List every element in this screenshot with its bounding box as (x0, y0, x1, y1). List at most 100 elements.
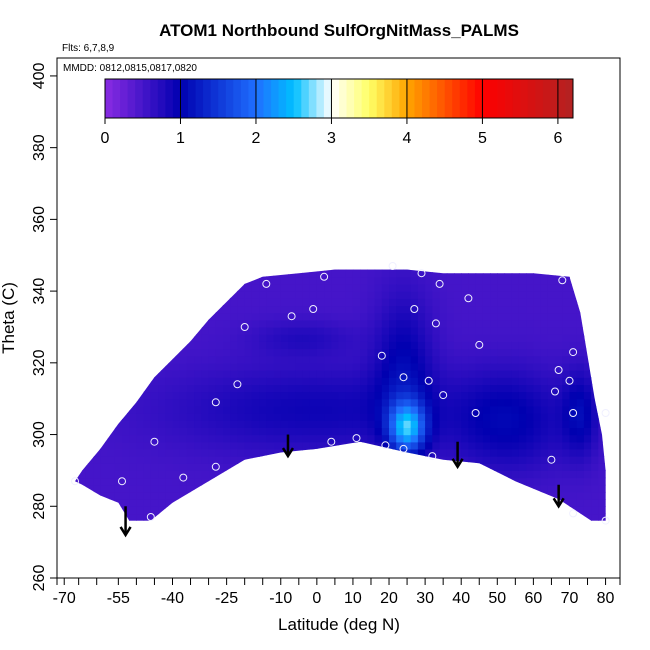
heatmap-cell (576, 341, 585, 350)
heatmap-cell (432, 327, 441, 335)
heatmap-cell (555, 477, 563, 486)
heatmap-cell (338, 441, 347, 450)
heatmap-cell (237, 248, 245, 256)
heatmap-cell (201, 348, 210, 357)
heatmap-cell (187, 255, 195, 263)
heatmap-cell (331, 413, 340, 421)
heatmap-cell (417, 341, 426, 350)
heatmap-cell (425, 448, 433, 457)
heatmap-cell (569, 298, 578, 307)
heatmap-cell (360, 341, 368, 350)
heatmap-cell (511, 427, 520, 436)
heatmap-cell (143, 427, 152, 436)
heatmap-cell (367, 248, 375, 256)
heatmap-cell (280, 391, 289, 400)
heatmap-cell (295, 348, 303, 357)
heatmap-cell (518, 491, 527, 500)
heatmap-cell (606, 470, 614, 478)
heatmap-cell (454, 327, 462, 335)
heatmap-cell (208, 327, 217, 335)
heatmap-cell (331, 456, 340, 464)
sample-point (388, 262, 397, 270)
heatmap-cell (518, 348, 527, 357)
heatmap-cell (562, 477, 571, 486)
heatmap-cell (114, 484, 123, 493)
heatmap-cell (540, 484, 549, 493)
heatmap-cell (389, 269, 397, 278)
heatmap-cell (223, 355, 231, 364)
heatmap-cell (100, 521, 108, 529)
heatmap-cell (302, 348, 311, 357)
heatmap-cell (114, 491, 123, 500)
heatmap-cell (504, 327, 513, 335)
heatmap-cell (374, 484, 383, 493)
heatmap-cell (403, 405, 412, 414)
heatmap-cell (613, 341, 621, 349)
heatmap-cell (215, 391, 224, 400)
heatmap-cell (511, 269, 520, 278)
heatmap-cell (583, 305, 592, 314)
heatmap-cell (381, 413, 390, 421)
heatmap-cell (215, 470, 224, 479)
heatmap-cell (331, 528, 339, 536)
heatmap-cell (223, 283, 231, 292)
heatmap-cell (316, 298, 325, 307)
heatmap-cell (150, 276, 159, 285)
colorbar-cell (346, 79, 355, 118)
sample-point (399, 444, 408, 453)
heatmap-cell (613, 320, 621, 328)
heatmap-cell (360, 521, 368, 529)
heatmap-cell (475, 434, 484, 443)
heatmap-cell (591, 269, 599, 271)
heatmap-cell (78, 420, 87, 428)
heatmap-cell (598, 420, 606, 428)
heatmap-cell (266, 506, 275, 515)
heatmap-cell (562, 334, 571, 342)
heatmap-cell (540, 269, 549, 271)
heatmap-cell (576, 319, 585, 328)
heatmap-cell (295, 448, 303, 457)
heatmap-cell (540, 441, 549, 450)
heatmap-cell (85, 269, 94, 271)
heatmap-cell (375, 255, 383, 263)
heatmap-cell (324, 477, 332, 486)
heatmap-cell (302, 420, 311, 428)
heatmap-cell (208, 448, 217, 457)
heatmap-cell (403, 470, 412, 479)
heatmap-cell (64, 363, 72, 371)
heatmap-cell (136, 377, 145, 385)
heatmap-cell (259, 513, 267, 521)
heatmap-cell (338, 463, 347, 471)
heatmap-cell (100, 484, 109, 493)
heatmap-cell (345, 334, 354, 342)
heatmap-cell (360, 470, 368, 479)
heatmap-cell (547, 305, 556, 314)
heatmap-cell (562, 484, 571, 493)
heatmap-cell (237, 362, 246, 371)
heatmap-cell (432, 269, 441, 271)
heatmap-cell (606, 298, 614, 306)
heatmap-cell (345, 305, 354, 314)
heatmap-cell (482, 327, 491, 335)
heatmap-cell (338, 312, 347, 321)
heatmap-cell (425, 255, 433, 263)
heatmap-cell (186, 370, 195, 378)
heatmap-cell (194, 362, 202, 371)
heatmap-cell (259, 463, 267, 471)
heatmap-cell (483, 248, 491, 256)
heatmap-cell (78, 405, 87, 414)
heatmap-cell (598, 312, 606, 321)
heatmap-cell (143, 269, 152, 271)
heatmap-cell (194, 377, 202, 385)
heatmap-cell (122, 327, 130, 335)
heatmap-cell (266, 255, 274, 263)
heatmap-cell (316, 391, 325, 400)
heatmap-cell (158, 319, 166, 328)
heatmap-cell (555, 456, 563, 464)
heatmap-cell (490, 463, 498, 471)
heatmap-cell (583, 362, 592, 371)
heatmap-cell (302, 248, 310, 256)
heatmap-cell (266, 269, 275, 271)
heatmap-cell (179, 319, 188, 328)
heatmap-cell (136, 319, 145, 328)
